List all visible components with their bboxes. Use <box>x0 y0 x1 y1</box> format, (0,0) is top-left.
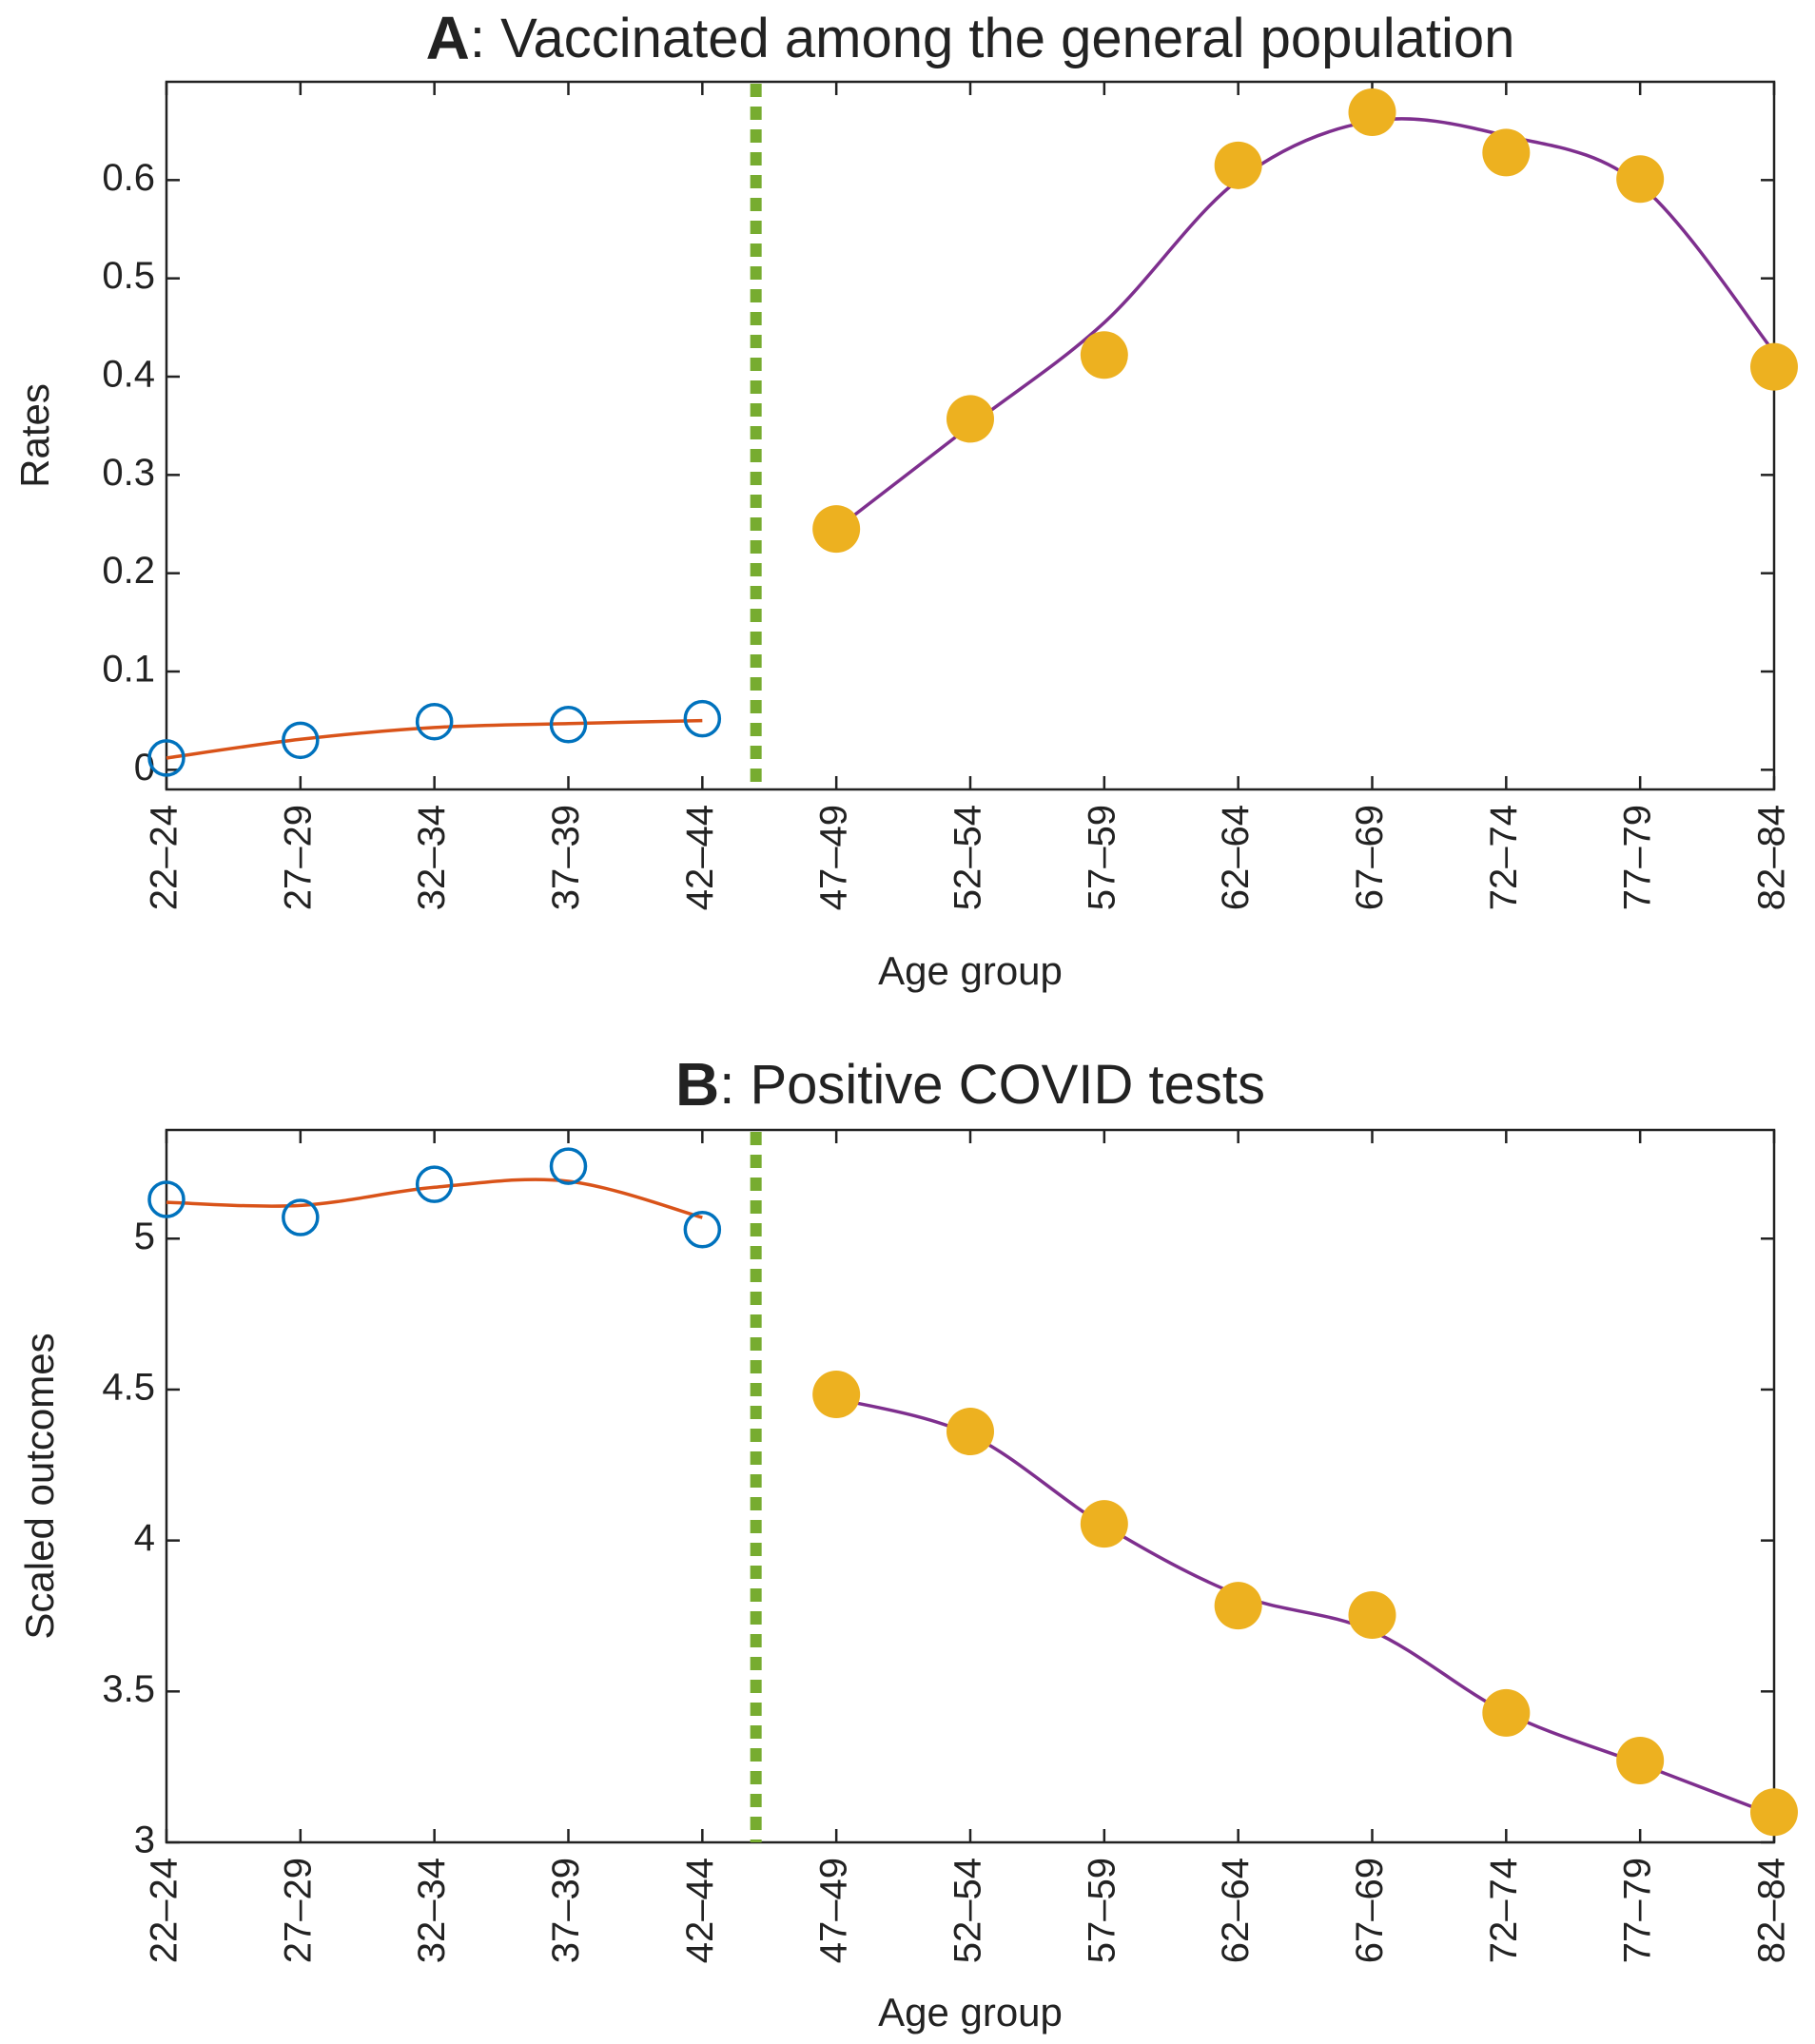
x-tick-label: 32–34 <box>411 805 453 910</box>
x-tick-label: 77–79 <box>1617 1858 1659 1963</box>
x-tick-label: 62–64 <box>1215 1858 1257 1963</box>
observed-point-below <box>415 702 454 741</box>
x-tick-label: 67–69 <box>1349 805 1391 910</box>
observed-point-above <box>1616 1736 1665 1784</box>
observed-point-below <box>415 1165 454 1203</box>
observed-point-below <box>147 1180 185 1218</box>
x-tick-label: 42–44 <box>679 1858 721 1963</box>
observed-point-above <box>947 1408 994 1456</box>
observed-point-above <box>947 395 994 443</box>
title-text: : Vaccinated among the general populatio… <box>470 8 1515 69</box>
x-tick-label: 47–49 <box>813 805 855 910</box>
x-tick-label: 37–39 <box>545 1858 587 1963</box>
observed-point-above <box>1616 155 1665 204</box>
x-tick-label: 27–29 <box>277 805 319 910</box>
y-tick-label: 4 <box>134 1517 155 1559</box>
x-tick-label: 22–24 <box>144 1858 185 1963</box>
y-tick-label: 0.1 <box>102 649 155 691</box>
x-tick-label: 47–49 <box>813 1858 855 1963</box>
x-axis-label: Age group <box>878 1990 1063 2034</box>
x-tick-label: 27–29 <box>277 1858 319 1963</box>
observed-point-above <box>812 505 861 554</box>
observed-point-above <box>1750 1788 1798 1837</box>
observed-point-above <box>1214 1582 1262 1630</box>
x-tick-label: 57–59 <box>1081 1858 1122 1963</box>
y-tick-label: 0.2 <box>102 550 155 592</box>
observed-point-above <box>1482 1688 1531 1737</box>
x-tick-label: 52–54 <box>947 805 989 910</box>
x-tick-label: 62–64 <box>1215 805 1257 910</box>
x-tick-label: 32–34 <box>411 1858 453 1963</box>
observed-point-below <box>683 699 722 738</box>
x-tick-label: 82–84 <box>1751 805 1793 910</box>
x-tick-label: 77–79 <box>1617 805 1659 910</box>
chart-title: A: Vaccinated among the general populati… <box>426 4 1515 72</box>
observed-point-above <box>1482 128 1531 177</box>
y-axis-label: Rates <box>12 383 57 488</box>
observed-point-below <box>549 706 588 744</box>
y-tick-label: 0.4 <box>102 354 155 396</box>
observed-point-above <box>1080 331 1128 380</box>
y-tick-label: 4.5 <box>102 1367 155 1409</box>
chart: A: Vaccinated among the general populati… <box>12 4 1798 993</box>
title-text: : Positive COVID tests <box>719 1054 1265 1116</box>
chart: B: Positive COVID tests 3 3.5 4 4.5 5 22–24 27–… <box>17 1050 1798 2034</box>
x-tick-label: 37–39 <box>545 805 587 910</box>
y-axis-label: Scaled outcomes <box>17 1333 62 1639</box>
observed-point-above <box>1348 1591 1396 1640</box>
observed-point-above <box>1750 342 1798 391</box>
y-tick-label: 3 <box>134 1820 155 1861</box>
x-tick-label: 22–24 <box>144 805 185 910</box>
y-tick-label: 3.5 <box>102 1668 155 1710</box>
title-letter: B <box>675 1050 719 1119</box>
observed-point-below <box>282 721 320 760</box>
observed-point-below <box>549 1147 588 1185</box>
x-tick-label: 72–74 <box>1483 1858 1525 1963</box>
fit-curve <box>166 718 703 760</box>
x-tick-label: 52–54 <box>947 1858 989 1963</box>
y-tick-label: 0.6 <box>102 157 155 199</box>
observed-point-below <box>683 1210 722 1249</box>
observed-point-above <box>812 1371 861 1419</box>
y-tick-label: 0.3 <box>102 452 155 494</box>
plot-frame <box>165 1128 1776 1844</box>
x-tick-label: 42–44 <box>679 805 721 910</box>
fit-curve <box>166 1178 703 1219</box>
observed-point-above <box>1214 141 1262 189</box>
observed-point-above <box>1348 88 1396 137</box>
x-axis-label: Age group <box>878 948 1063 993</box>
y-tick-label: 0.5 <box>102 255 155 297</box>
y-tick-label: 5 <box>134 1216 155 1257</box>
title-letter: A <box>426 4 470 72</box>
observed-point-below <box>147 739 185 777</box>
x-tick-label: 67–69 <box>1349 1858 1391 1963</box>
observed-point-below <box>282 1198 320 1236</box>
observed-point-above <box>1080 1500 1128 1548</box>
x-tick-label: 72–74 <box>1483 805 1525 910</box>
x-tick-label: 57–59 <box>1081 805 1122 910</box>
x-tick-label: 82–84 <box>1751 1858 1793 1963</box>
chart-title: B: Positive COVID tests <box>675 1050 1265 1119</box>
